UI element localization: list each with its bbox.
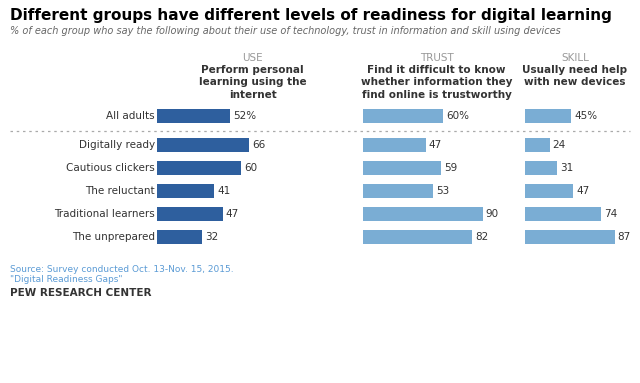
Text: Usually need help
with new devices: Usually need help with new devices	[522, 65, 628, 87]
Bar	[363, 138, 426, 152]
Text: 32: 32	[205, 232, 218, 242]
Text: 31: 31	[560, 163, 573, 173]
Text: Cautious clickers: Cautious clickers	[67, 163, 155, 173]
Text: 47: 47	[226, 209, 239, 219]
Bar	[525, 138, 550, 152]
Text: Perform personal
learning using the
internet: Perform personal learning using the inte…	[198, 65, 307, 100]
Text: 90: 90	[486, 209, 499, 219]
Bar	[363, 207, 483, 221]
Text: 87: 87	[618, 232, 631, 242]
Text: 66: 66	[252, 140, 266, 150]
Text: Traditional learners: Traditional learners	[54, 209, 155, 219]
Text: All adults: All adults	[106, 111, 155, 121]
Bar	[525, 184, 573, 198]
Text: 47: 47	[577, 186, 589, 196]
Bar	[363, 184, 433, 198]
Text: The unprepared: The unprepared	[72, 232, 155, 242]
Text: 82: 82	[475, 232, 488, 242]
Bar	[363, 230, 472, 244]
Text: Source: Survey conducted Oct. 13-Nov. 15, 2015.
"Digital Readiness Gaps": Source: Survey conducted Oct. 13-Nov. 15…	[10, 265, 234, 285]
Text: PEW RESEARCH CENTER: PEW RESEARCH CENTER	[10, 288, 152, 298]
Text: 45%: 45%	[574, 111, 598, 121]
Text: 53: 53	[436, 186, 450, 196]
Bar	[157, 230, 202, 244]
Text: USE: USE	[242, 53, 263, 63]
Text: 60: 60	[244, 163, 257, 173]
Text: 47: 47	[429, 140, 442, 150]
Bar	[525, 230, 614, 244]
Text: 60%: 60%	[446, 111, 468, 121]
Text: Different groups have different levels of readiness for digital learning: Different groups have different levels o…	[10, 8, 612, 23]
Bar	[157, 184, 214, 198]
Bar	[157, 161, 241, 175]
Bar	[363, 161, 442, 175]
Bar	[363, 109, 443, 123]
Bar	[157, 109, 230, 123]
Text: 24: 24	[553, 140, 566, 150]
Bar	[157, 138, 250, 152]
Text: The reluctant: The reluctant	[85, 186, 155, 196]
Text: 74: 74	[604, 209, 618, 219]
Text: % of each group who say the following about their use of technology, trust in in: % of each group who say the following ab…	[10, 26, 561, 36]
Bar	[525, 207, 601, 221]
Bar	[525, 161, 557, 175]
Text: 59: 59	[444, 163, 458, 173]
Text: 52%: 52%	[233, 111, 256, 121]
Text: Digitally ready: Digitally ready	[79, 140, 155, 150]
Bar	[157, 207, 223, 221]
Text: 41: 41	[218, 186, 230, 196]
Bar	[525, 109, 572, 123]
Text: TRUST: TRUST	[420, 53, 453, 63]
Text: Find it difficult to know
whether information they
find online is trustworthy: Find it difficult to know whether inform…	[361, 65, 512, 100]
Text: SKILL: SKILL	[561, 53, 589, 63]
